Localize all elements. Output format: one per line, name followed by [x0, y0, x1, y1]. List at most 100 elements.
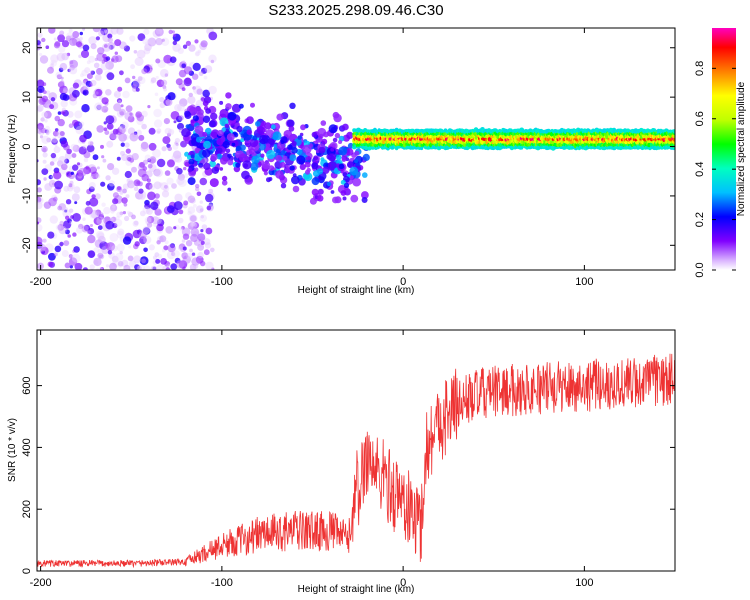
spectrogram-cell [60, 100, 68, 108]
spectrogram-cell [57, 74, 61, 78]
spectrogram-cell [44, 119, 48, 123]
spectrogram-cell [187, 177, 196, 186]
spectrogram-cell [112, 192, 119, 199]
spectrogram-cell [37, 196, 42, 203]
spectrogram-cell [182, 60, 186, 64]
spectrogram-cell [66, 32, 73, 39]
spectrogram-cell [246, 129, 253, 135]
spectrogram-cell [142, 206, 151, 215]
spectrogram-cell [164, 170, 171, 176]
spectrogram-cell [119, 190, 124, 195]
spectrogram-cell [133, 186, 139, 192]
spectrogram-cell [58, 155, 67, 165]
spectrogram-cell [280, 140, 285, 145]
spectrogram-cell [149, 156, 157, 164]
spectrogram-cell [114, 218, 123, 227]
spectrogram-cell [96, 125, 104, 133]
spectrogram-cell [173, 120, 177, 124]
spectrogram-cell [137, 33, 146, 41]
spectrogram-cell [37, 85, 45, 94]
spectrogram-cell [116, 211, 123, 218]
spectrogram-cell [152, 149, 161, 158]
spectrogram-cell [192, 62, 201, 71]
spectrogram-cell [125, 194, 130, 199]
spectrogram-cell [100, 62, 109, 71]
spectrogram-cell [221, 180, 228, 186]
spectrogram-cell [138, 188, 144, 194]
spectrogram-cell [236, 125, 243, 133]
spectrogram-cell [160, 258, 168, 265]
spectrogram-cell [362, 153, 370, 161]
spectrogram-cell [113, 90, 121, 98]
spectrogram-cell [104, 242, 110, 248]
spectrogram-cell [62, 206, 69, 213]
spectrogram-cell [37, 236, 43, 246]
spectrogram-cell [79, 134, 87, 143]
spectrogram-cell [62, 220, 72, 229]
spectrogram-cell [61, 52, 69, 61]
spectrogram-cell [105, 56, 111, 61]
spectrogram-cell [41, 145, 48, 153]
spectrogram-cell [156, 223, 164, 232]
spectrogram-cell [68, 183, 73, 188]
spectrogram-cell [63, 240, 70, 247]
spectrogram-cell [300, 124, 306, 131]
spectrogram-cell [200, 215, 204, 219]
spectrogram-cell [168, 29, 173, 35]
spectrogram-cell [108, 44, 114, 50]
spectrogram-cell [61, 250, 69, 257]
spectrogram-cell [167, 132, 171, 137]
spectrogram-cell [51, 62, 55, 66]
spectrogram-cell [54, 143, 58, 147]
spectrogram-cell [194, 125, 204, 135]
spectrogram-cell [177, 103, 185, 112]
spectrogram-cell [209, 160, 217, 168]
spectrogram-cell [45, 125, 50, 131]
spectrogram-cell [276, 113, 284, 121]
spectrogram-cell [48, 252, 56, 261]
spectrogram-cell [179, 98, 188, 107]
chart-title: S233.2025.298.09.46.C30 [268, 2, 443, 19]
spectrogram-cell [55, 224, 62, 231]
x-tick-label: 0 [400, 276, 406, 288]
spectrogram-cell [105, 175, 111, 181]
spectrogram-cell [37, 106, 42, 113]
spectrogram-cell [216, 153, 223, 160]
spectrogram-cell [51, 136, 58, 143]
spectrogram-cell [175, 142, 179, 147]
spectrogram-cell [59, 62, 68, 71]
spectrogram-cell [181, 128, 191, 138]
spectrogram-cell [37, 125, 44, 134]
spectrogram-cell [53, 171, 62, 180]
spectrogram-cell [178, 246, 183, 251]
spectrogram-cell [246, 116, 254, 124]
spectrogram-cell [67, 234, 71, 238]
spectrogram-cell [205, 158, 209, 162]
spectrogram-cell [107, 163, 115, 171]
spectrogram-cell [219, 108, 229, 119]
spectrogram-cell [193, 263, 199, 269]
spectrogram-cell [126, 178, 133, 185]
spectrogram-cell [102, 53, 107, 59]
spectrogram-cell [167, 146, 172, 152]
spectrogram-cell [122, 236, 132, 245]
spectrogram-cell [188, 158, 195, 165]
spectrogram-cell [225, 103, 232, 110]
spectrogram-cell [144, 216, 152, 224]
spectrogram-cell [86, 73, 93, 80]
spectrogram-cell [176, 167, 183, 175]
spectrogram-cell [242, 160, 252, 170]
spectrogram-cell [224, 123, 230, 129]
spectrogram-cell [85, 200, 91, 206]
spectrogram-plot-area [37, 28, 675, 270]
spectrogram-cell [73, 246, 80, 253]
spectrogram-cell [231, 103, 241, 113]
spectrogram-cell [147, 191, 156, 201]
spectrogram-cell [201, 224, 208, 230]
spectrogram-cell [103, 127, 108, 131]
spectrogram-cell [60, 80, 65, 85]
spectrogram-cell [111, 255, 119, 263]
snr-axes: -200 -100 0 100 0 200 400 600 [21, 330, 675, 589]
spectrogram-cell [155, 58, 161, 64]
spectrogram-cell [69, 37, 78, 47]
